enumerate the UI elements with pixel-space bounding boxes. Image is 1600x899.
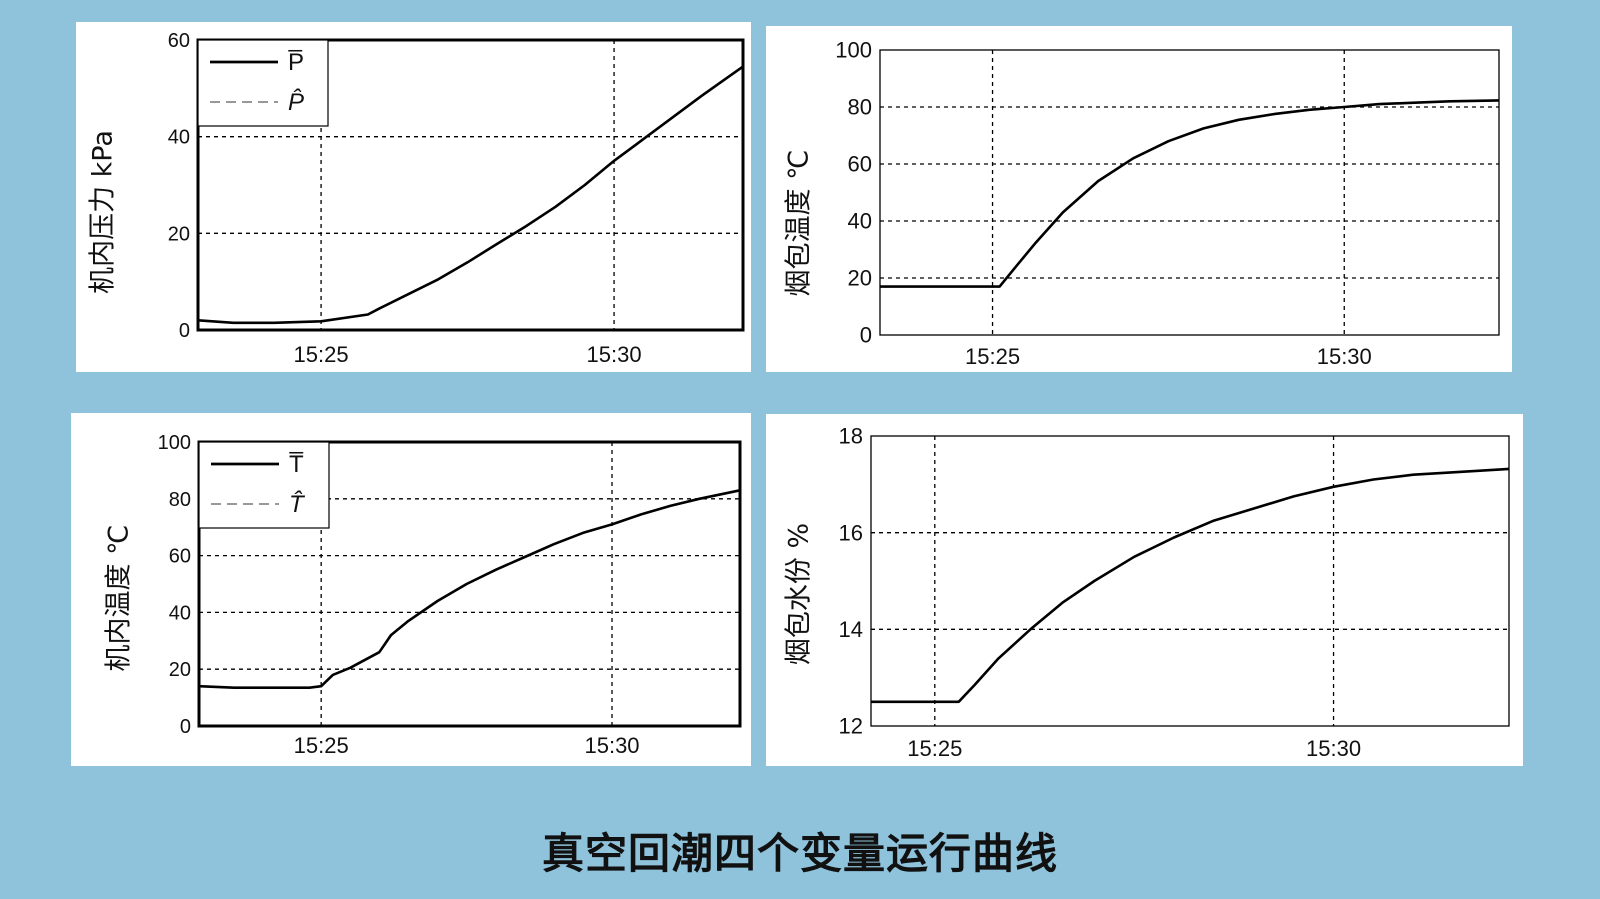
x-tick-label: 15:25 — [907, 736, 962, 761]
bale-moisture-chart: 12 14 16 18 15:25 15:30 — [839, 424, 1510, 761]
y-tick-label: 60 — [169, 546, 191, 568]
y-tick-label: 18 — [839, 424, 863, 449]
chart-panel-bale-moisture: 12 14 16 18 15:25 15:30 烟包水份 % — [766, 414, 1523, 766]
x-tick-label: 15:25 — [294, 733, 349, 758]
bale-temperature-y-axis-label: 烟包温度 ℃ — [783, 149, 815, 297]
y-tick-label: 100 — [158, 432, 191, 454]
y-tick-label: 80 — [848, 95, 872, 120]
plot-frame — [196, 38, 745, 332]
x-tick-label: 15:30 — [587, 342, 642, 367]
series-line — [197, 65, 744, 325]
plot-frame — [879, 49, 1500, 336]
y-tick-label: 12 — [839, 714, 863, 739]
legend-label: P̂ — [288, 88, 304, 116]
y-tick-label: 0 — [860, 323, 872, 348]
legend-label: T̅ — [289, 451, 304, 478]
y-tick-label: 20 — [168, 223, 190, 245]
figure-caption: 真空回潮四个变量运行曲线 — [541, 829, 1058, 878]
x-tick-label: 15:30 — [584, 733, 639, 758]
chart-panel-pressure: 0 20 40 60 15:25 15:30 P̅ P̂ 机内压力 kPa — [76, 22, 751, 372]
chart-panel-bale-temperature: 0 20 40 60 80 100 15:25 15:30 烟包温度 ℃ — [766, 26, 1512, 372]
y-tick-label: 100 — [835, 38, 872, 63]
plot-frame — [197, 440, 742, 728]
y-tick-label: 40 — [848, 209, 872, 234]
legend: T̅ T̂ — [198, 441, 330, 529]
legend-label: P̅ — [288, 49, 304, 76]
pressure-chart: 0 20 40 60 15:25 15:30 P̅ P̂ — [168, 30, 745, 367]
chamber-temperature-y-axis-label: 机内温度 ℃ — [103, 524, 135, 672]
y-tick-label: 14 — [839, 617, 863, 642]
legend: P̅ P̂ — [197, 39, 329, 127]
x-tick-label: 15:30 — [1317, 344, 1372, 369]
plot-frame — [870, 435, 1510, 727]
y-tick-label: 20 — [848, 266, 872, 291]
series-line — [880, 99, 1500, 288]
series-line — [198, 489, 741, 690]
chart-panel-chamber-temperature: 0 20 40 60 80 100 15:25 15:30 T̅ T̂ 机内温度 ℃ — [71, 413, 751, 766]
y-tick-label: 60 — [168, 30, 190, 52]
bale-moisture-y-axis-label: 烟包水份 % — [783, 522, 815, 666]
legend-label: T̂ — [289, 490, 306, 518]
bale-temperature-chart: 0 20 40 60 80 100 15:25 15:30 — [835, 38, 1500, 369]
y-tick-label: 0 — [179, 320, 190, 342]
y-tick-label: 40 — [169, 602, 191, 624]
y-tick-label: 16 — [839, 520, 863, 545]
x-tick-label: 15:25 — [294, 342, 349, 367]
y-tick-label: 60 — [848, 152, 872, 177]
chamber-temperature-chart: 0 20 40 60 80 100 15:25 15:30 T̅ T̂ — [158, 432, 742, 758]
y-tick-label: 0 — [180, 716, 191, 738]
y-tick-label: 80 — [169, 489, 191, 511]
x-tick-label: 15:30 — [1306, 736, 1361, 761]
y-tick-label: 40 — [168, 127, 190, 149]
y-tick-label: 20 — [169, 659, 191, 681]
pressure-y-axis-label: 机内压力 kPa — [87, 130, 119, 294]
x-tick-label: 15:25 — [965, 344, 1020, 369]
series-line — [871, 467, 1510, 704]
